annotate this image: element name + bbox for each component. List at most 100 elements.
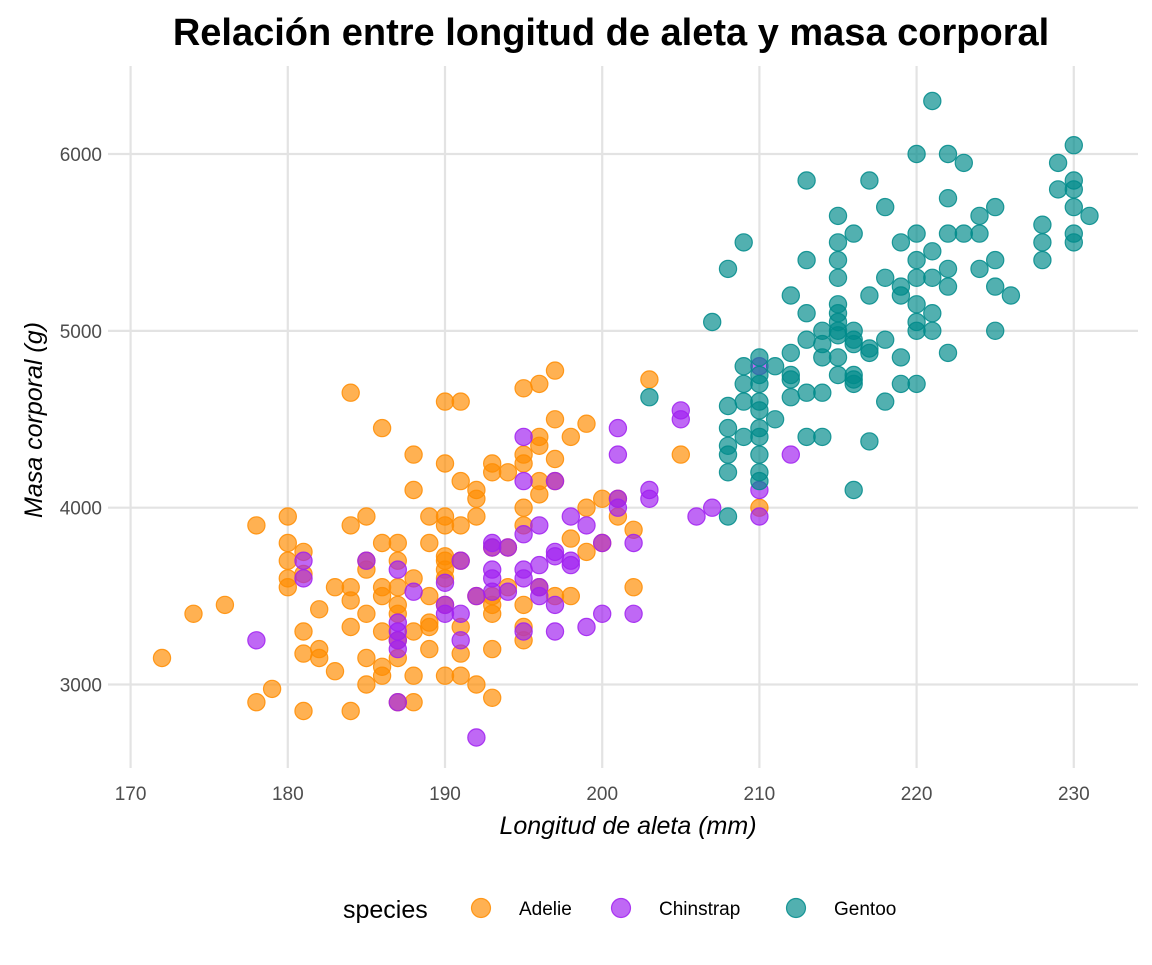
data-point-chinstrap: [577, 617, 596, 637]
data-point-chinstrap: [451, 631, 470, 650]
data-point-adelie: [310, 648, 329, 668]
data-point-gentoo: [828, 326, 848, 345]
data-point-adelie: [372, 622, 392, 641]
series-gentoo: [640, 91, 1099, 526]
data-point-adelie: [530, 436, 549, 455]
y-tick-label: 4000: [60, 499, 102, 520]
data-point-adelie: [483, 639, 502, 659]
data-point-gentoo: [750, 348, 769, 367]
data-point-chinstrap: [514, 569, 533, 588]
data-point-adelie: [357, 648, 376, 668]
data-point-chinstrap: [530, 555, 549, 575]
data-point-chinstrap: [357, 551, 376, 570]
data-point-gentoo: [813, 348, 832, 367]
data-point-gentoo: [1064, 233, 1084, 252]
data-point-gentoo: [640, 388, 659, 407]
data-point-adelie: [341, 591, 360, 610]
data-point-adelie: [325, 578, 345, 597]
data-point-adelie: [451, 666, 470, 685]
data-point-gentoo: [986, 321, 1005, 340]
data-point-adelie: [577, 414, 596, 433]
data-point-gentoo: [938, 343, 958, 363]
data-point-chinstrap: [498, 538, 518, 557]
data-point-gentoo: [718, 396, 738, 416]
data-point-chinstrap: [545, 595, 565, 615]
data-point-chinstrap: [624, 533, 643, 553]
data-point-adelie: [184, 604, 203, 624]
data-point-adelie: [435, 516, 455, 535]
data-point-gentoo: [797, 383, 816, 402]
data-point-adelie: [530, 485, 549, 504]
data-point-chinstrap: [388, 560, 407, 579]
data-point-gentoo: [797, 330, 816, 349]
data-point-adelie: [483, 604, 502, 624]
data-point-gentoo: [876, 330, 895, 349]
data-point-gentoo: [938, 259, 958, 279]
data-point-chinstrap: [514, 525, 533, 544]
data-point-adelie: [483, 688, 502, 708]
data-point-gentoo: [907, 295, 926, 314]
data-point-gentoo: [781, 286, 801, 305]
data-point-adelie: [467, 489, 486, 508]
data-point-gentoo: [734, 233, 753, 252]
x-tick-label: 210: [744, 784, 776, 805]
data-point-gentoo: [734, 392, 753, 411]
data-point-gentoo: [718, 259, 738, 279]
data-point-gentoo: [750, 445, 769, 464]
data-point-chinstrap: [514, 427, 533, 447]
legend-label-gentoo: Gentoo: [834, 899, 896, 920]
data-point-gentoo: [891, 233, 911, 252]
data-point-gentoo: [938, 188, 958, 208]
data-point-gentoo: [923, 321, 942, 340]
data-point-gentoo: [734, 427, 753, 447]
data-point-gentoo: [1048, 153, 1068, 173]
data-point-adelie: [404, 693, 423, 712]
data-point-adelie: [294, 701, 313, 721]
data-point-chinstrap: [577, 516, 596, 535]
data-point-gentoo: [750, 374, 769, 394]
data-point-gentoo: [734, 357, 753, 376]
data-point-chinstrap: [703, 498, 722, 517]
x-axis-label: Longitud de aleta (mm): [499, 812, 756, 840]
data-point-gentoo: [1064, 135, 1084, 155]
data-point-gentoo: [797, 427, 816, 447]
data-point-gentoo: [907, 374, 926, 394]
data-point-gentoo: [907, 321, 926, 340]
data-point-adelie: [372, 533, 392, 553]
data-point-adelie: [372, 586, 392, 606]
data-point-adelie: [514, 498, 533, 517]
x-tick-label: 170: [115, 784, 147, 805]
data-point-gentoo: [1033, 250, 1052, 270]
data-point-gentoo: [828, 250, 848, 270]
data-point-chinstrap: [593, 533, 612, 553]
data-point-chinstrap: [750, 507, 769, 526]
data-point-gentoo: [907, 250, 926, 270]
data-point-adelie: [341, 617, 360, 637]
data-point-chinstrap: [640, 489, 659, 508]
data-point-gentoo: [703, 312, 722, 332]
data-point-gentoo: [781, 388, 801, 407]
data-point-gentoo: [986, 250, 1005, 270]
x-tick-label: 230: [1058, 784, 1090, 805]
y-tick-label: 3000: [60, 676, 102, 697]
data-point-gentoo: [813, 383, 832, 402]
data-point-adelie: [577, 542, 596, 562]
data-point-chinstrap: [781, 445, 801, 464]
data-point-gentoo: [1001, 286, 1021, 305]
data-point-gentoo: [828, 268, 848, 287]
data-point-chinstrap: [561, 555, 581, 575]
data-point-gentoo: [923, 242, 942, 261]
data-point-gentoo: [907, 224, 926, 243]
ticks-layer: 170 180 190 200 210 220 230 3000 4000 5000 6000: [60, 145, 1090, 805]
data-point-adelie: [247, 693, 266, 712]
legend-key-gentoo: [785, 897, 807, 919]
data-point-gentoo: [718, 507, 738, 526]
data-point-gentoo: [891, 374, 911, 394]
data-point-gentoo: [860, 343, 879, 363]
data-point-adelie: [514, 454, 533, 473]
data-point-adelie: [404, 480, 423, 500]
data-point-adelie: [451, 516, 470, 535]
data-point-adelie: [341, 701, 360, 721]
data-point-chinstrap: [388, 639, 407, 659]
data-point-adelie: [451, 471, 470, 491]
